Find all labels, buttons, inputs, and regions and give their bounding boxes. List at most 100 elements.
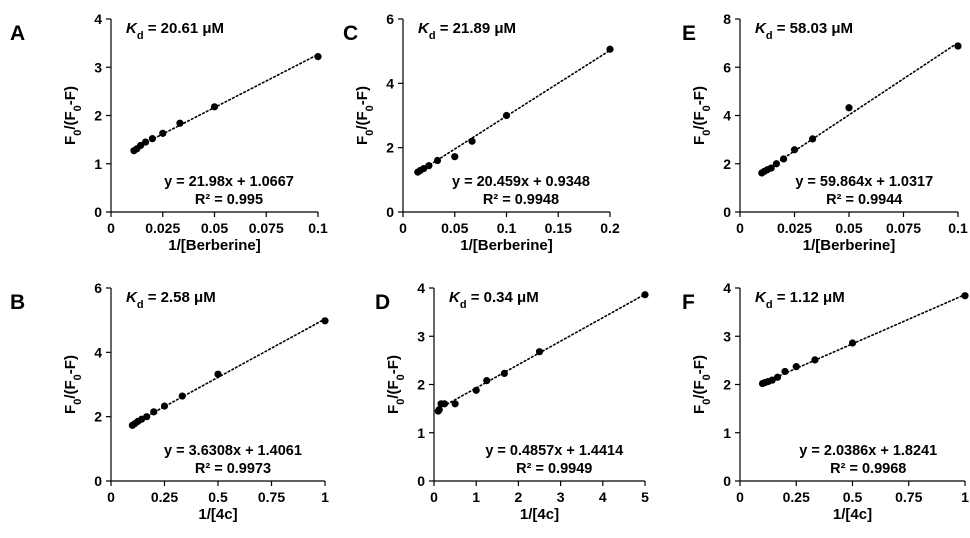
panel-d-y-axis-label: F0/(F0-F) bbox=[385, 355, 407, 414]
panel-e-y-label-mid: /(F bbox=[691, 111, 708, 129]
panel-c-y-axis-label: F0/(F0-F) bbox=[354, 86, 376, 145]
panel-e-x-tick-label: 0 bbox=[736, 220, 744, 236]
panel-a-y-label-sub: 0 bbox=[72, 130, 84, 136]
panel-c-kd-subscript: d bbox=[429, 30, 436, 42]
panel-c-equation: y = 20.459x + 0.9348 bbox=[452, 174, 590, 190]
panel-a-x-tick-label: 0 bbox=[107, 220, 115, 236]
panel-a-y-tick-label: 0 bbox=[94, 204, 102, 220]
panel-b-y-axis-label: F0/(F0-F) bbox=[62, 355, 84, 414]
panel-f-x-tick-label: 0.75 bbox=[895, 489, 922, 505]
panel-f-x-tick-label: 0 bbox=[736, 489, 744, 505]
panel-a-y-tick-label: 3 bbox=[94, 59, 102, 75]
panel-a-equation: y = 21.98x + 1.0667 bbox=[164, 174, 294, 190]
panel-d-y-label-base: F bbox=[385, 405, 402, 414]
panel-f-y-label-sub: 0 bbox=[701, 399, 713, 405]
panel-c-kd-label: Kd = 21.89 μM bbox=[418, 20, 516, 42]
panel-e-equation: y = 59.864x + 1.0317 bbox=[795, 174, 933, 190]
panel-c-x-axis-label: 1/[Berberine] bbox=[460, 237, 553, 254]
panel-b-r-squared: R² = 0.9973 bbox=[195, 461, 271, 477]
panel-a-y-tick-label: 4 bbox=[94, 11, 102, 27]
panel-a-y-label-base: F bbox=[62, 136, 79, 145]
panel-f-y-label-end: -F) bbox=[691, 355, 708, 374]
panel-b-y-label-sub: 0 bbox=[72, 399, 84, 405]
panel-d-y-tick-label: 0 bbox=[417, 473, 425, 489]
panel-e-data-point bbox=[954, 42, 962, 50]
panel-c-data-point bbox=[433, 156, 442, 165]
panel-a-kd-label: Kd = 20.61 μM bbox=[126, 20, 224, 42]
panel-c-data-point bbox=[468, 137, 476, 145]
panel-e-letter: E bbox=[682, 22, 696, 45]
panel-b-y-label-sub: 0 bbox=[72, 374, 84, 380]
panel-d-y-tick-label: 2 bbox=[417, 377, 425, 393]
panel-c-y-label-sub: 0 bbox=[364, 105, 376, 111]
panel-a-x-tick-label: 0.1 bbox=[308, 220, 328, 236]
panel-f-data-point bbox=[961, 292, 969, 300]
panel-f-kd-subscript: d bbox=[766, 299, 773, 311]
panel-a-data-point bbox=[148, 135, 156, 143]
panel-f-kd-label: Kd = 1.12 μM bbox=[755, 289, 845, 311]
panel-b-x-tick-label: 0.75 bbox=[258, 489, 285, 505]
panel-c-kd-value: = 21.89 μM bbox=[436, 20, 516, 37]
panel-b-data-point bbox=[178, 392, 186, 400]
panel-d-y-label-end: -F) bbox=[385, 355, 402, 374]
panel-f-y-tick-label: 1 bbox=[723, 425, 731, 441]
panel-d-x-tick-label: 2 bbox=[515, 489, 523, 505]
panel-c-y-tick-label: 2 bbox=[386, 140, 394, 156]
panel-a-kd-symbol: K bbox=[126, 20, 138, 37]
panel-e-data-point bbox=[772, 160, 781, 168]
panel-f-equation: y = 2.0386x + 1.8241 bbox=[799, 443, 937, 459]
panel-d-kd-label: Kd = 0.34 μM bbox=[449, 289, 539, 311]
panel-d-equation: y = 0.4857x + 1.4414 bbox=[485, 443, 623, 459]
panel-f-data-point bbox=[792, 363, 800, 371]
panel-a-x-tick-label: 0.025 bbox=[145, 220, 180, 236]
panel-d-data-point bbox=[641, 291, 649, 299]
panel-f-y-axis-label: F0/(F0-F) bbox=[691, 355, 713, 414]
panel-e-y-label-sub: 0 bbox=[701, 105, 713, 111]
panel-b-data-point bbox=[160, 402, 169, 410]
panel-e-r-squared: R² = 0.9944 bbox=[826, 192, 902, 208]
panel-f-y-label-sub: 0 bbox=[701, 374, 713, 380]
panel-e-data-point bbox=[808, 135, 817, 143]
panel-f-r-squared: R² = 0.9968 bbox=[830, 461, 906, 477]
panel-d-x-axis-label: 1/[4c] bbox=[520, 506, 559, 523]
panel-d-data-point bbox=[451, 400, 459, 408]
panel-f-letter: F bbox=[682, 291, 695, 314]
panel-a-letter: A bbox=[10, 22, 25, 45]
panel-f-y-label-mid: /(F bbox=[691, 380, 708, 398]
panel-c-x-tick-label: 0 bbox=[399, 220, 407, 236]
panel-a-data-point bbox=[176, 119, 184, 127]
panel-b-letter: B bbox=[10, 291, 25, 314]
panel-d-data-point bbox=[483, 377, 491, 385]
panel-c-trendline bbox=[415, 49, 611, 175]
panel-c-y-tick-label: 4 bbox=[386, 75, 394, 91]
panel-d-y-label-mid: /(F bbox=[385, 380, 402, 398]
panel-a-kd-subscript: d bbox=[137, 30, 144, 42]
panel-c-r-squared: R² = 0.9948 bbox=[483, 192, 559, 208]
panel-a-x-tick-label: 0.075 bbox=[249, 220, 284, 236]
panel-c-y-tick-label: 6 bbox=[386, 11, 394, 27]
panel-c-y-label-mid: /(F bbox=[354, 111, 371, 129]
panel-c-x-tick-label: 0.05 bbox=[441, 220, 468, 236]
panel-d-x-tick-label: 1 bbox=[472, 489, 480, 505]
panel-b-x-tick-label: 1 bbox=[321, 489, 329, 505]
panel-e-kd-value: = 58.03 μM bbox=[773, 20, 853, 37]
panel-e-data-point bbox=[767, 164, 775, 172]
panel-d-data-point bbox=[440, 400, 449, 408]
panel-d-data-point bbox=[472, 386, 480, 394]
panel-b-y-label-end: -F) bbox=[62, 355, 79, 374]
panel-a-y-label-sub: 0 bbox=[72, 105, 84, 111]
panel-c-x-tick-label: 0.1 bbox=[497, 220, 517, 236]
panel-f-x-axis-label: 1/[4c] bbox=[833, 506, 872, 523]
panel-b-x-tick-label: 0 bbox=[107, 489, 115, 505]
panel-e-x-tick-label: 0.025 bbox=[777, 220, 812, 236]
panel-b-kd-subscript: d bbox=[137, 299, 144, 311]
panel-d-r-squared: R² = 0.9949 bbox=[516, 461, 592, 477]
panel-b-trendline bbox=[131, 318, 326, 425]
panel-d-kd-subscript: d bbox=[460, 299, 467, 311]
